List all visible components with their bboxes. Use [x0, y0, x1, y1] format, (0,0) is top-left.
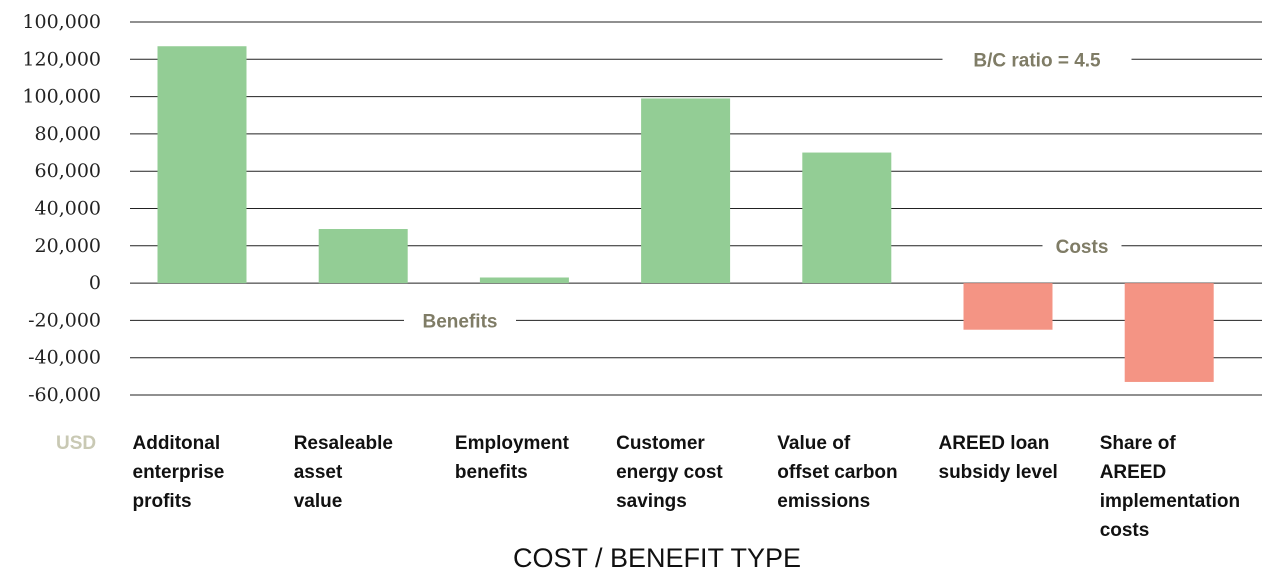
- x-axis-category-labels: Additonal enterprise profits Resaleable asse…: [133, 433, 1241, 541]
- cost-bar: [963, 283, 1053, 330]
- benefit-bar: [802, 152, 892, 284]
- y-unit-label: USD: [56, 433, 96, 454]
- x-category-label: AREED loan subsidy level: [939, 433, 1058, 483]
- x-category-label: Employment benefits: [455, 433, 570, 483]
- x-category-label: Value of offset carbon emissions: [777, 433, 897, 512]
- benefits-group-label-backdrop: [404, 307, 516, 334]
- y-tick-label: 100,000: [22, 86, 101, 108]
- y-tick-label: 80,000: [35, 123, 101, 145]
- bc-ratio-annotation-backdrop: [942, 46, 1132, 73]
- y-axis-tick-labels: -60,000 -40,000 -20,000 0 20,000 40,000 60,000…: [22, 11, 101, 406]
- benefit-bar: [479, 277, 569, 284]
- x-category-label: Share of AREED implementation costs: [1100, 433, 1240, 541]
- bars: [157, 46, 1214, 382]
- benefits-group-label: Benefits: [423, 311, 498, 332]
- x-category-label: Resaleable asset value: [294, 433, 393, 512]
- y-tick-label: -20,000: [28, 309, 101, 331]
- y-tick-label: 120,000: [22, 48, 101, 70]
- x-category-label: Customer energy cost savings: [616, 433, 723, 512]
- bc-ratio-annotation: B/C ratio = 4.5: [973, 50, 1101, 71]
- x-category-label: Additonal enterprise profits: [133, 433, 225, 512]
- y-tick-label: -60,000: [28, 384, 101, 406]
- benefit-bar: [641, 98, 731, 284]
- costs-group-label-backdrop: [1042, 232, 1122, 259]
- y-tick-label: 40,000: [35, 198, 101, 220]
- y-tick-label: 20,000: [35, 235, 101, 257]
- annotations: B/C ratio = 4.5 Costs Benefits: [404, 46, 1132, 334]
- x-axis-title: COST / BENEFIT TYPE: [513, 543, 801, 571]
- benefit-bar: [318, 229, 408, 284]
- costs-group-label: Costs: [1056, 237, 1109, 258]
- y-tick-label: 0: [89, 272, 101, 294]
- cost-bar: [1124, 283, 1214, 382]
- y-tick-label: 100,000: [22, 11, 101, 33]
- benefit-bar: [157, 46, 247, 284]
- y-tick-label: 60,000: [35, 160, 101, 182]
- y-tick-label: -40,000: [28, 347, 101, 369]
